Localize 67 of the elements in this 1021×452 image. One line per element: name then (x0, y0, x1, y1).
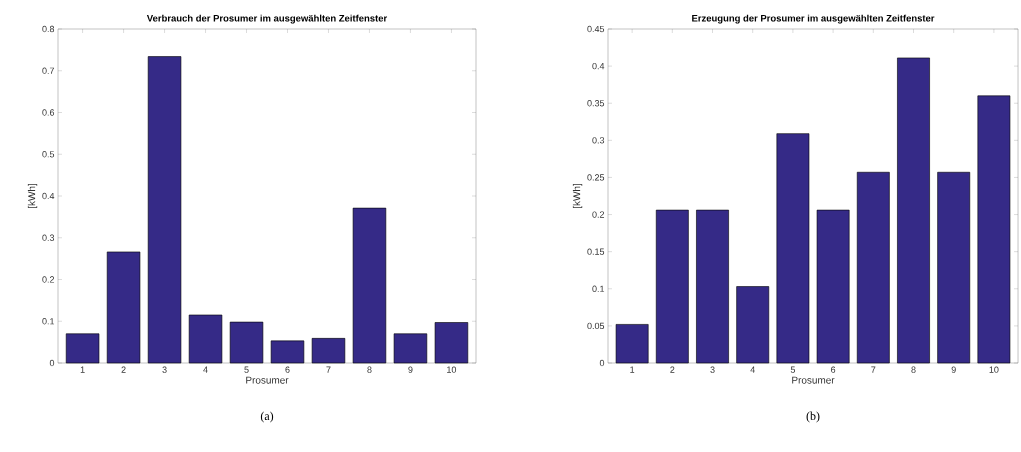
x-tick-label: 3 (162, 366, 167, 373)
x-tick-label: 8 (367, 366, 372, 373)
x-axis-title: Prosumer (246, 376, 289, 384)
y-tick-label: 0.6 (42, 109, 55, 116)
y-tick-label: 0.1 (42, 318, 55, 325)
bar (856, 171, 890, 364)
x-tick-label: 7 (871, 366, 876, 373)
y-tick-label: 0.05 (587, 322, 605, 330)
bar (615, 324, 649, 364)
y-tick-label: 0.45 (587, 25, 605, 33)
y-tick-label: 0.3 (42, 234, 55, 241)
y-tick-label: 0.5 (42, 151, 55, 158)
y-tick-label: 0.2 (592, 211, 605, 218)
bar (147, 56, 182, 364)
bar (977, 95, 1011, 364)
bar (106, 251, 141, 364)
y-tick-label: 0.4 (42, 192, 55, 200)
y-axis-title: [kWh] (27, 183, 38, 209)
bar (655, 209, 689, 364)
y-tick-label: 0.25 (587, 174, 605, 181)
bar (311, 338, 346, 364)
bar (897, 57, 930, 364)
x-tick-label: 5 (244, 366, 249, 373)
y-tick-label: 0 (599, 359, 605, 367)
bar (270, 340, 305, 364)
y-tick-label: 0.4 (592, 62, 605, 70)
y-tick-label: 0.35 (587, 100, 605, 107)
x-tick-label: 8 (911, 366, 916, 373)
bar (352, 207, 387, 364)
y-tick-label: 0 (49, 359, 55, 367)
x-tick-label: 6 (285, 366, 290, 373)
y-tick-label: 0.7 (42, 67, 55, 74)
y-tick-label: 0.15 (587, 248, 605, 255)
bar (696, 209, 729, 364)
text: (a) (260, 411, 274, 423)
x-tick-label: 1 (80, 366, 85, 373)
chart-title: Erzeugung der Prosumer im ausgewählten Zeitfenster (692, 14, 935, 24)
bar (736, 286, 770, 364)
bar (393, 333, 428, 364)
x-axis-title: Prosumer (792, 376, 835, 384)
x-tick-label: 2 (121, 366, 126, 373)
y-tick-label: 0.1 (592, 285, 605, 292)
bar (816, 209, 850, 364)
y-tick-label: 0.3 (592, 137, 605, 144)
x-tick-label: 2 (670, 366, 675, 373)
bar (434, 322, 469, 364)
x-tick-label: 1 (630, 366, 635, 373)
text: (b) (806, 411, 820, 423)
x-tick-label: 9 (408, 366, 413, 373)
x-tick-label: 7 (326, 366, 331, 373)
x-tick-label: 6 (831, 366, 836, 373)
chart-title: Verbrauch der Prosumer im ausgewählten Zeitfenster (146, 14, 388, 24)
bar (229, 321, 264, 364)
y-tick-label: 0.8 (42, 25, 55, 33)
x-tick-label: 4 (203, 366, 208, 373)
bar (937, 171, 971, 364)
bar (776, 133, 810, 364)
x-tick-label: 9 (951, 366, 956, 373)
y-axis-title: [kWh] (572, 183, 583, 209)
x-tick-label: 3 (710, 366, 715, 373)
x-tick-label: 4 (750, 366, 755, 373)
x-tick-label: 5 (790, 366, 796, 373)
x-tick-label: 10 (989, 366, 999, 373)
y-tick-label: 0.2 (42, 276, 55, 283)
bar (65, 333, 100, 364)
bar (188, 314, 223, 364)
x-tick-label: 10 (447, 366, 457, 373)
